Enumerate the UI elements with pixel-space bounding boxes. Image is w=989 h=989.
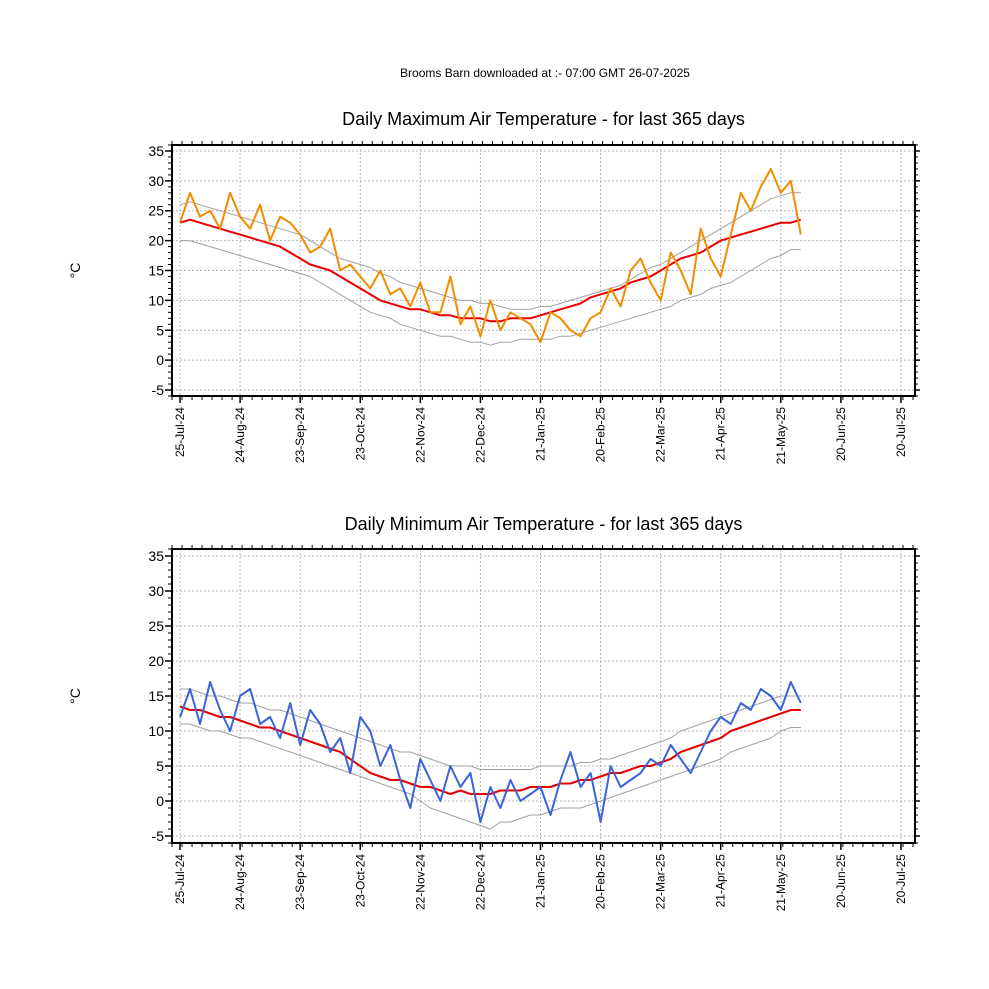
x-tick-label: 23-Oct-24 [353, 854, 367, 908]
y-tick-label: 25 [148, 203, 164, 219]
y-tick-label: -5 [152, 828, 165, 844]
series-line-3 [179, 705, 801, 795]
y-tick-label: 30 [148, 583, 164, 599]
y-tick-label: 35 [148, 548, 164, 564]
x-tick-label: 22-Mar-25 [654, 407, 668, 463]
y-tick-label: 5 [156, 758, 164, 774]
x-tick-label: 20-Jul-25 [894, 407, 908, 457]
x-tick-label: 22-Nov-24 [413, 854, 427, 910]
x-tick-label: 21-Jan-25 [533, 854, 547, 908]
plot-frame [171, 144, 916, 397]
y-axis-label: °C [67, 688, 83, 704]
x-tick-label: 23-Sep-24 [293, 407, 307, 463]
series-line-2 [180, 240, 801, 346]
x-tick-label: 24-Aug-24 [233, 407, 247, 463]
x-tick-label: 20-Jun-25 [834, 407, 848, 461]
x-tick-label: 20-Jun-25 [834, 854, 848, 908]
y-tick-label: 0 [156, 352, 164, 368]
y-tick-label: 15 [148, 688, 164, 704]
series-line-1 [180, 688, 801, 770]
x-tick-label: 21-Apr-25 [714, 854, 728, 908]
y-tick-label: 30 [148, 173, 164, 189]
series-line-4 [179, 167, 802, 344]
x-tick-label: 20-Feb-25 [594, 407, 608, 463]
y-tick-label: 0 [156, 793, 164, 809]
chart-1: Daily Maximum Air Temperature - for last… [67, 109, 920, 464]
x-tick-label: 24-Aug-24 [233, 854, 247, 910]
x-tick-label: 21-Apr-25 [714, 407, 728, 461]
x-tick-label: 22-Nov-24 [413, 407, 427, 463]
x-tick-label: 25-Jul-24 [173, 854, 187, 904]
series-line-4 [179, 681, 802, 823]
chart-title: Daily Maximum Air Temperature - for last… [342, 109, 745, 129]
y-tick-label: 15 [148, 263, 164, 279]
y-tick-label: 20 [148, 233, 164, 249]
x-tick-label: 22-Dec-24 [473, 407, 487, 463]
x-tick-label: 21-May-25 [774, 407, 788, 465]
chart-2: Daily Minimum Air Temperature - for last… [67, 514, 920, 911]
x-tick-label: 22-Mar-25 [654, 854, 668, 910]
y-tick-label: 25 [148, 618, 164, 634]
x-tick-label: 21-May-25 [774, 854, 788, 912]
chart-title: Daily Minimum Air Temperature - for last… [345, 514, 743, 534]
series-line-2 [180, 723, 801, 830]
y-tick-label: -5 [152, 382, 165, 398]
y-tick-label: 20 [148, 653, 164, 669]
plot-frame [171, 548, 916, 844]
y-tick-label: 10 [148, 292, 164, 308]
x-tick-label: 25-Jul-24 [173, 407, 187, 457]
y-tick-label: 35 [148, 143, 164, 159]
x-tick-label: 22-Dec-24 [473, 854, 487, 910]
download-header: Brooms Barn downloaded at :- 07:00 GMT 2… [400, 66, 690, 80]
x-tick-label: 20-Jul-25 [894, 854, 908, 904]
x-tick-label: 20-Feb-25 [594, 854, 608, 910]
x-tick-label: 23-Oct-24 [353, 407, 367, 461]
y-axis-label: °C [67, 263, 83, 279]
y-tick-label: 5 [156, 322, 164, 338]
x-tick-label: 21-Jan-25 [533, 407, 547, 461]
x-tick-label: 23-Sep-24 [293, 854, 307, 910]
y-tick-label: 10 [148, 723, 164, 739]
